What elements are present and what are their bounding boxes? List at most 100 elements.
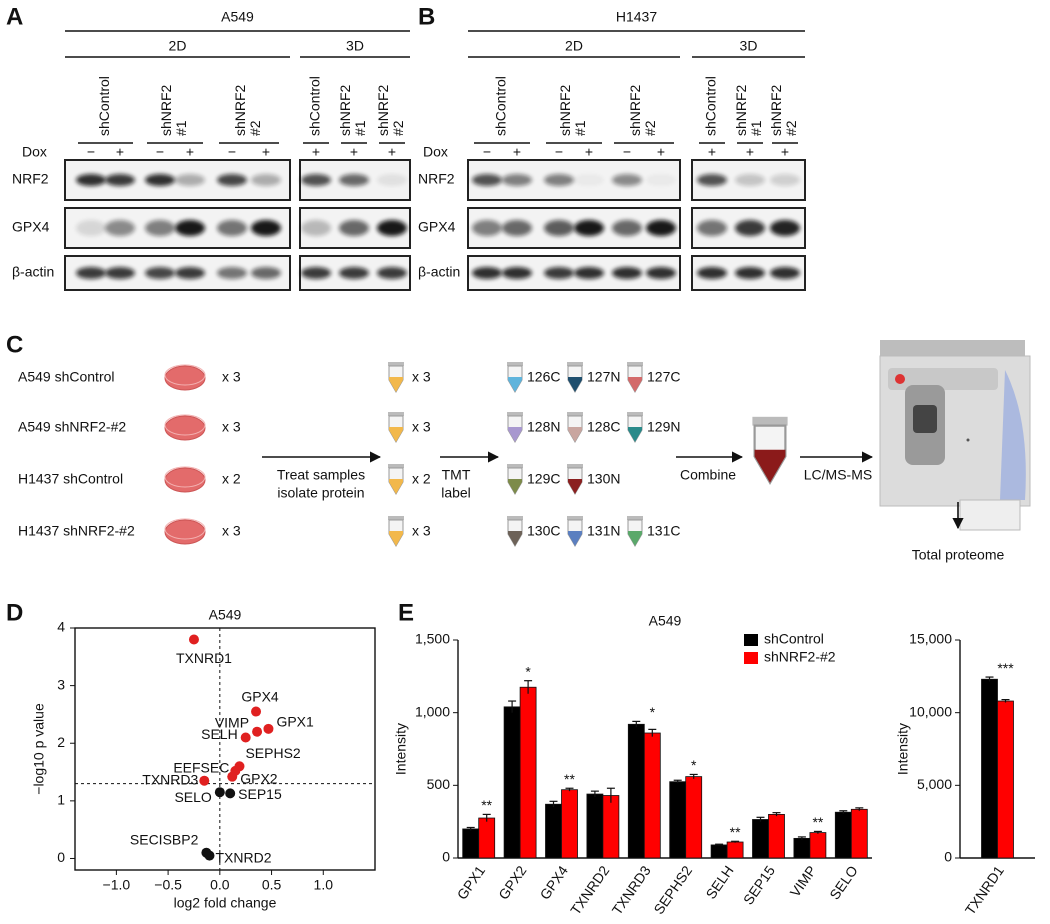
y-axis-label: Intensity <box>895 723 911 775</box>
tmt-label: 127N <box>587 369 620 385</box>
band <box>472 267 502 279</box>
tube-cap <box>388 412 404 416</box>
tube-liquid <box>628 377 642 392</box>
error-bar <box>482 813 491 822</box>
band <box>377 174 407 186</box>
band <box>145 220 175 236</box>
row-label: β-actin <box>12 264 54 280</box>
x-tick-label: SEP15 <box>740 862 778 907</box>
dish <box>164 519 206 545</box>
point-label: SEP15 <box>238 786 282 802</box>
band <box>770 220 800 236</box>
tmt-tube <box>627 516 643 547</box>
band <box>217 267 247 279</box>
bar <box>752 819 769 859</box>
point <box>225 788 236 799</box>
dox-sign: + <box>116 144 124 160</box>
band <box>301 174 331 186</box>
tmt-label: 128C <box>587 419 620 435</box>
tube-liquid <box>508 479 522 494</box>
error-bar <box>508 700 517 713</box>
y-tick-label: 5,000 <box>917 776 952 792</box>
sample-tube <box>388 464 404 495</box>
bar <box>726 841 744 859</box>
point-label: TXNRD2 <box>215 849 271 865</box>
significance: ** <box>481 797 492 813</box>
bar <box>643 732 661 859</box>
error-bar <box>772 812 781 817</box>
tube-liquid <box>628 427 642 442</box>
tmt-tube <box>567 362 583 393</box>
error-bar <box>715 843 724 846</box>
y-tick-label: 10,000 <box>909 703 952 719</box>
dish-rim <box>164 364 206 386</box>
band <box>574 220 604 236</box>
band <box>145 267 175 279</box>
lane-label: shNRF2 <box>627 84 643 136</box>
y-tick-label: 15,000 <box>909 631 952 647</box>
tmt-tube <box>507 362 523 393</box>
tube-count: x 3 <box>412 523 431 539</box>
error-bar <box>524 680 533 694</box>
dox-sign: + <box>585 144 593 160</box>
tmt-tube <box>567 464 583 495</box>
band <box>502 174 532 186</box>
dox-sign: − <box>483 144 491 160</box>
error-bar <box>985 676 994 682</box>
tmt-label: 130N <box>587 471 620 487</box>
bar <box>997 700 1014 859</box>
instrument <box>879 340 1031 531</box>
point-label: SELH <box>201 726 238 742</box>
tmt-label: 128N <box>527 419 560 435</box>
bar <box>602 795 620 859</box>
sample-count: x 2 <box>222 471 241 487</box>
tube-liquid <box>389 531 403 546</box>
y-tick-label: 2 <box>57 734 65 750</box>
band <box>377 220 407 236</box>
x-tick-label: 0.5 <box>262 877 282 893</box>
sample-label: A549 shNRF2-#2 <box>18 419 126 435</box>
error-bar <box>839 810 848 814</box>
step-label: Combine <box>680 467 736 483</box>
point <box>227 771 238 782</box>
band <box>301 220 331 236</box>
point-label: GPX1 <box>276 714 314 730</box>
cell-line-label: H1437 <box>616 9 657 25</box>
band <box>697 267 727 279</box>
band <box>502 267 532 279</box>
point <box>252 726 263 737</box>
tube-cap <box>507 412 523 416</box>
row-label: β-actin <box>418 264 460 280</box>
tmt-tube <box>507 516 523 547</box>
legend-swatch <box>744 652 758 664</box>
tmt-label: 131N <box>587 523 620 539</box>
lane-label: #2 <box>783 120 799 136</box>
sample-label: A549 shControl <box>18 369 115 385</box>
band <box>76 174 106 186</box>
error-bar <box>855 807 864 811</box>
lane-label: #1 <box>748 120 764 136</box>
bar <box>586 793 604 859</box>
band <box>251 220 281 236</box>
y-tick-label: 0 <box>944 849 952 865</box>
tmt-tube <box>627 362 643 393</box>
lane-label: shNRF2 <box>337 84 353 136</box>
condition-label: 2D <box>169 38 187 54</box>
band <box>735 174 765 186</box>
tmt-label: 130C <box>527 523 560 539</box>
tmt-tube <box>567 516 583 547</box>
dish-rim <box>164 466 206 488</box>
tube-count: x 2 <box>412 471 431 487</box>
tube-cap <box>752 416 788 426</box>
band <box>339 174 369 186</box>
dox-sign: − <box>156 144 164 160</box>
error-bar <box>648 728 657 737</box>
lane-label: shControl <box>493 76 509 136</box>
band <box>105 267 135 279</box>
x-tick-label: −1.0 <box>103 877 131 893</box>
error-bar <box>689 773 698 779</box>
band <box>175 267 205 279</box>
dish-rim <box>164 414 206 436</box>
x-tick-label: SEPHS2 <box>650 862 695 917</box>
dish <box>164 467 206 493</box>
